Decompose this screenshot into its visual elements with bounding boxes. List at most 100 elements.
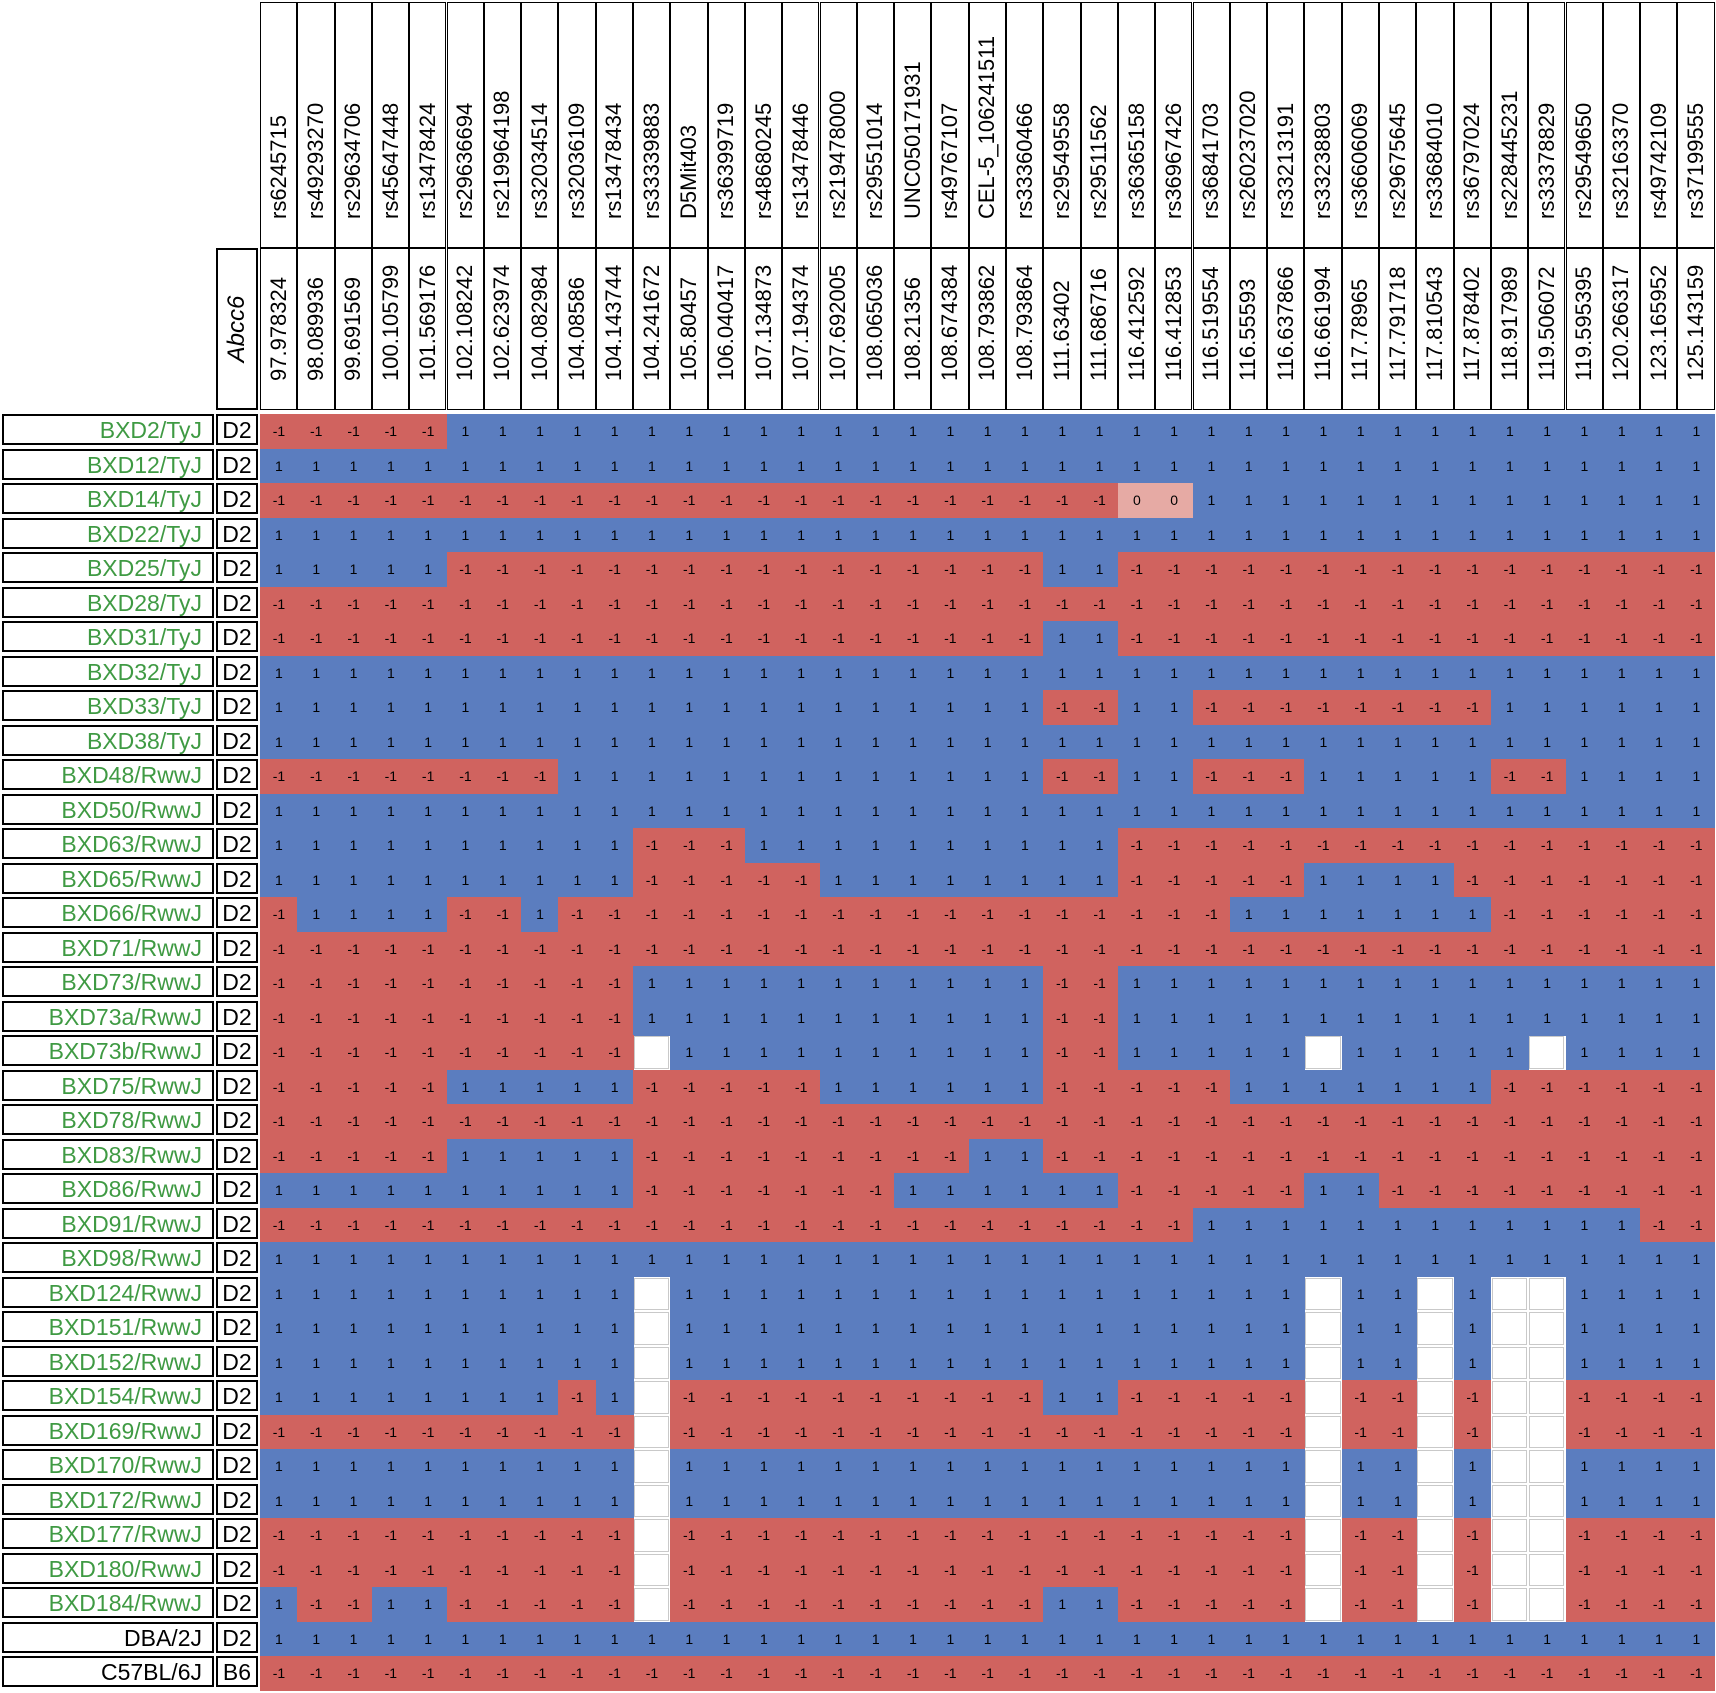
marker-label: rs36365158: [1123, 102, 1149, 219]
genotype-cell: 1: [595, 862, 634, 898]
genotype-cell: -1: [1640, 1414, 1678, 1450]
genotype-cell: 1: [409, 690, 448, 726]
genotype-cell: -1: [1565, 1069, 1604, 1105]
genotype-cell: -1: [297, 1656, 336, 1692]
genotype-cell: 1: [1453, 793, 1492, 829]
genotype-cell: 1: [1229, 483, 1268, 519]
genotype-cell: 1: [1379, 759, 1417, 795]
genotype-cell: -1: [334, 1035, 373, 1071]
gene-genotype: D2: [216, 862, 258, 894]
genotype-cell: 1: [1528, 517, 1567, 553]
genotype-cell: 1: [1565, 1242, 1604, 1278]
genotype-cell: 1: [1528, 690, 1567, 726]
genotype-cell: 1: [1080, 517, 1119, 553]
genotype-cell: 1: [1602, 1207, 1641, 1243]
genotype-cell: -1: [670, 1069, 709, 1105]
genotype-cell: -1: [782, 1587, 821, 1623]
gene-genotype: D2: [216, 759, 258, 790]
genotype-cell: -1: [297, 1414, 336, 1450]
genotype-cell: -1: [894, 552, 932, 588]
genotype-cell: 1: [819, 1276, 858, 1312]
marker-header: rs33684010: [1416, 2, 1454, 248]
genotype-cell: [1491, 1277, 1528, 1310]
genotype-cell: 1: [633, 690, 671, 726]
genotype-cell: -1: [483, 552, 522, 588]
genotype-cell: 1: [856, 1069, 895, 1105]
genotype-cell: 1: [1416, 862, 1455, 898]
genotype-cell: 1: [297, 897, 336, 933]
marker-label: D5Mit403: [675, 124, 701, 219]
position-label: 99.691569: [340, 277, 366, 381]
marker-header: rs13478446: [782, 2, 820, 248]
genotype-cell: 1: [260, 1311, 298, 1347]
genotype-cell: 1: [483, 1173, 522, 1209]
gene-genotype: D2: [216, 1518, 258, 1549]
genotype-cell: -1: [483, 1207, 522, 1243]
genotype-cell: -1: [521, 1207, 559, 1243]
genotype-cell: -1: [968, 552, 1007, 588]
genotype-cell: 1: [334, 1380, 373, 1416]
position-header: 107.194374: [782, 248, 820, 410]
genotype-cell: [1417, 1312, 1453, 1345]
genotype-cell: 1: [633, 793, 671, 829]
genotype-cell: 1: [1043, 517, 1082, 553]
genotype-cell: 1: [521, 828, 559, 864]
genotype-cell: 1: [521, 1242, 559, 1278]
genotype-cell: 1: [1304, 655, 1343, 691]
genotype-cell: 1: [894, 517, 932, 553]
genotype-cell: 1: [707, 414, 746, 450]
genotype-cell: 1: [1677, 414, 1716, 450]
genotype-cell: [1491, 1381, 1528, 1414]
genotype-cell: 1: [1453, 1207, 1492, 1243]
genotype-cell: [1491, 1484, 1528, 1517]
genotype-cell: 1: [483, 828, 522, 864]
genotype-cell: 1: [1043, 1483, 1082, 1519]
genotype-cell: 1: [1416, 1621, 1455, 1657]
genotype-cell: -1: [409, 1656, 448, 1692]
genotype-cell: 1: [1043, 1621, 1082, 1657]
genotype-cell: -1: [1080, 1207, 1119, 1243]
genotype-cell: -1: [1490, 1138, 1529, 1174]
genotype-cell: 1: [1453, 655, 1492, 691]
genotype-cell: 1: [1229, 1345, 1268, 1381]
genotype-cell: 1: [1341, 448, 1380, 484]
genotype-cell: -1: [297, 1000, 336, 1036]
genotype-cell: 1: [1155, 724, 1194, 760]
genotype-cell: 1: [968, 793, 1007, 829]
genotype-cell: -1: [1192, 1138, 1231, 1174]
genotype-cell: 1: [1267, 448, 1305, 484]
genotype-cell: -1: [1490, 897, 1529, 933]
genotype-cell: -1: [1192, 828, 1231, 864]
genotype-cell: -1: [670, 1380, 709, 1416]
genotype-cell: 1: [744, 1449, 783, 1485]
genotype-cell: 1: [1155, 414, 1194, 450]
genotype-cell: 1: [1267, 1311, 1305, 1347]
genotype-cell: 1: [1341, 1035, 1380, 1071]
gene-genotype: D2: [216, 1276, 258, 1308]
genotype-cell: 1: [334, 793, 373, 829]
genotype-cell: 1: [1453, 759, 1492, 795]
genotype-cell: -1: [1602, 1069, 1641, 1105]
genotype-cell: -1: [1379, 552, 1417, 588]
marker-label: rs260237020: [1235, 90, 1261, 219]
genotype-cell: 1: [1267, 1483, 1305, 1519]
genotype-cell: 0: [1155, 483, 1194, 519]
genotype-cell: -1: [1453, 1552, 1492, 1588]
genotype-cell: 1: [1640, 1311, 1678, 1347]
genotype-cell: 1: [1565, 1000, 1604, 1036]
genotype-cell: -1: [1229, 621, 1268, 657]
genotype-cell: 1: [633, 1242, 671, 1278]
genotype-cell: -1: [707, 862, 746, 898]
genotype-cell: 1: [595, 1173, 634, 1209]
strain-label: BXD152/RwwJ: [2, 1345, 214, 1377]
position-label: 105.80457: [675, 277, 701, 381]
genotype-cell: 1: [1117, 1276, 1156, 1312]
genotype-cell: 1: [819, 828, 858, 864]
genotype-cell: -1: [931, 931, 970, 967]
genotype-cell: -1: [521, 931, 559, 967]
genotype-cell: 1: [260, 1483, 298, 1519]
genotype-cell: -1: [371, 586, 410, 622]
genotype-cell: 1: [894, 1000, 932, 1036]
genotype-cell: -1: [1341, 1138, 1380, 1174]
genotype-cell: 1: [968, 966, 1007, 1002]
